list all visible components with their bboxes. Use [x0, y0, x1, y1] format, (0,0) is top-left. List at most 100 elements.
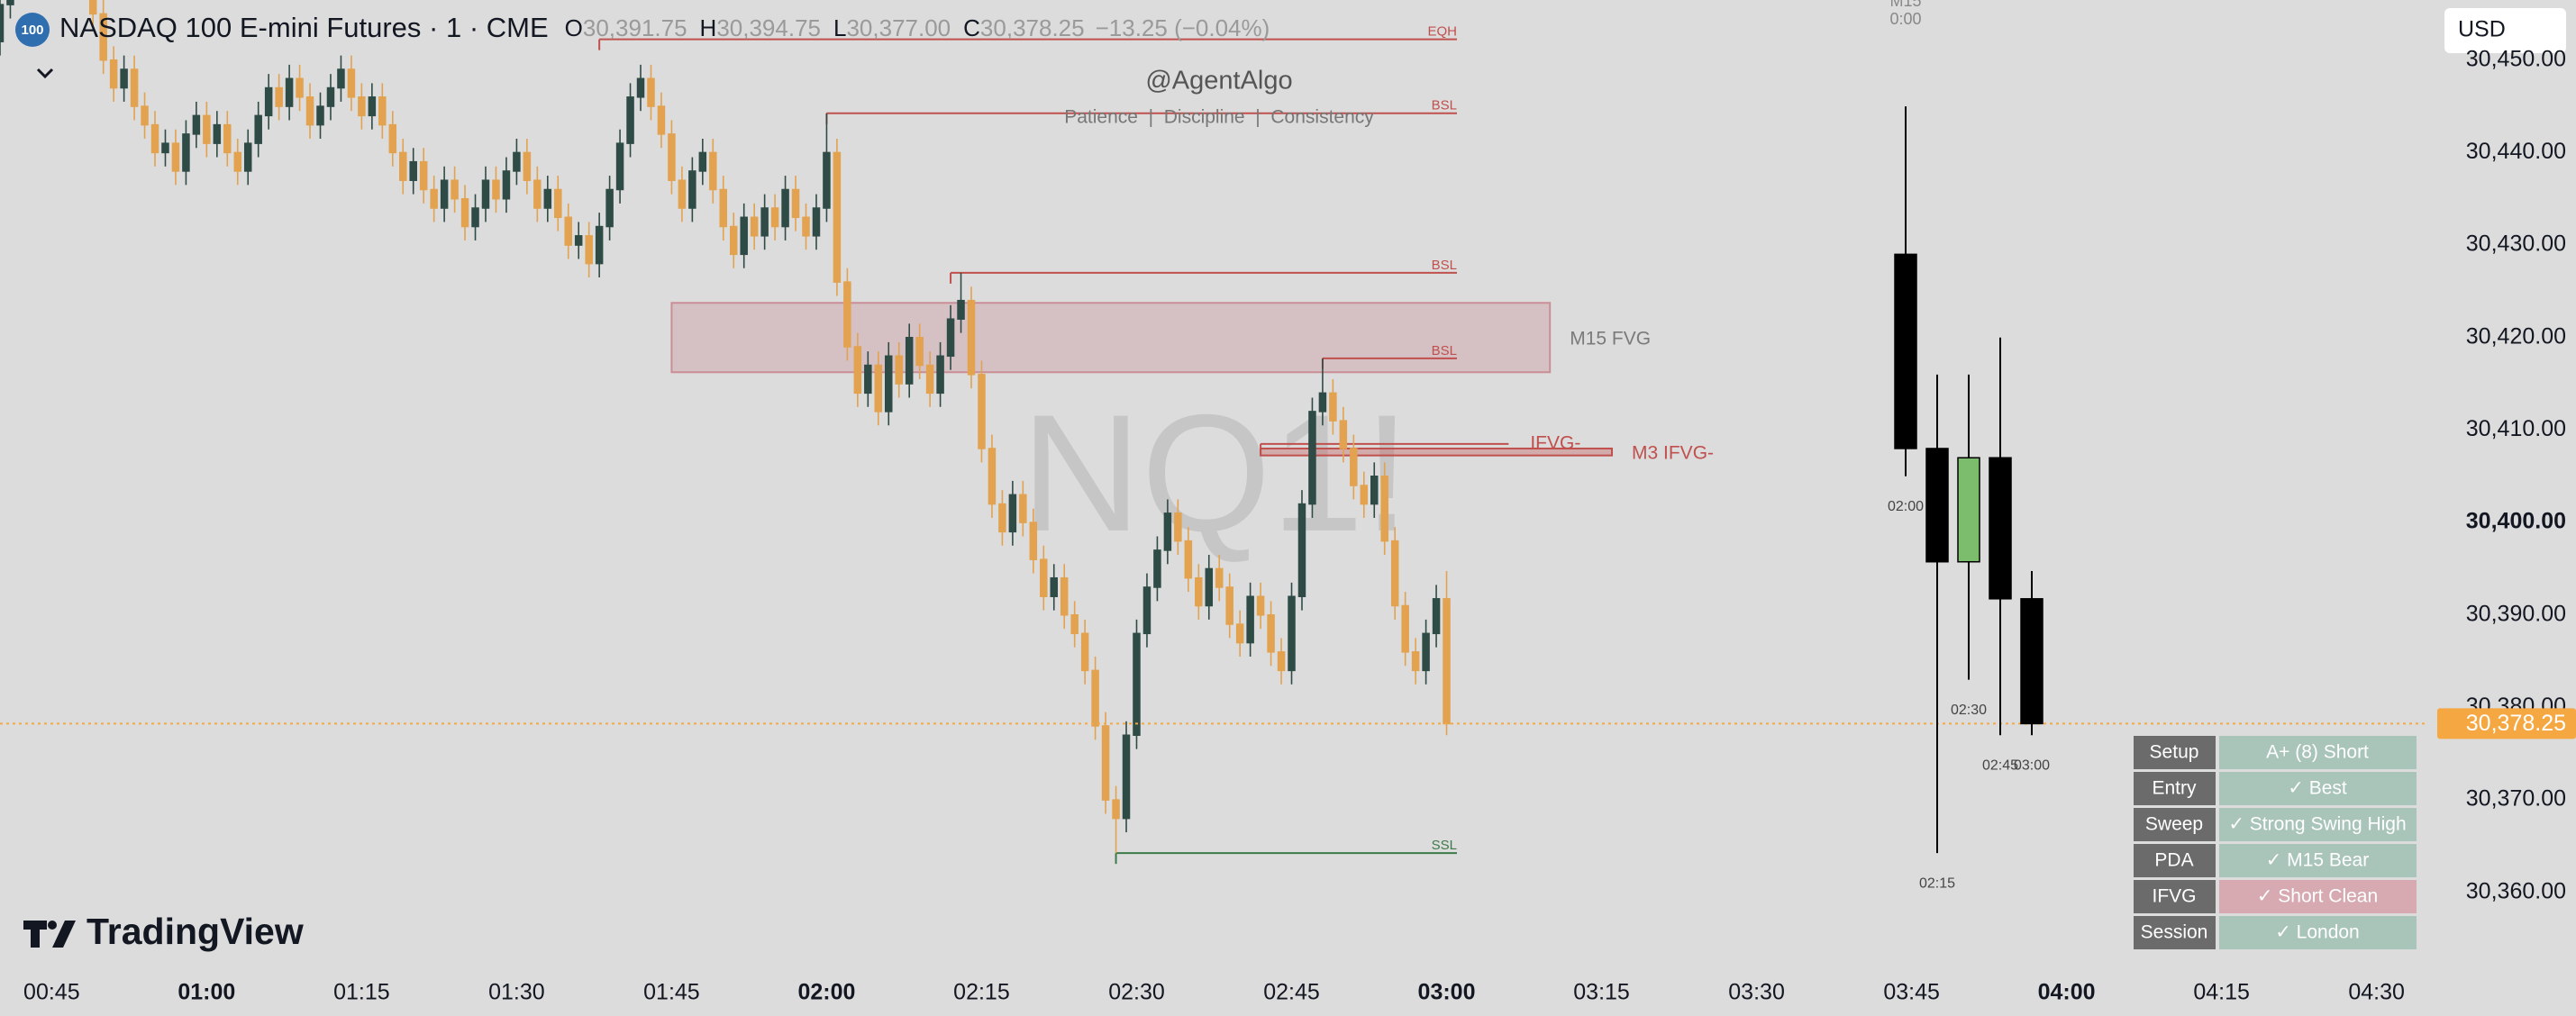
candle-body	[1989, 457, 2012, 600]
candle-body	[554, 188, 562, 219]
candle-body	[430, 188, 438, 209]
candle-body	[109, 59, 118, 89]
table-value: ✓ London	[2275, 922, 2360, 943]
currency[interactable]: USD	[2458, 17, 2506, 42]
candle-body	[223, 123, 232, 154]
candle-body	[698, 151, 707, 172]
candle-body	[1894, 253, 1917, 449]
candle-body	[1142, 586, 1151, 635]
candle-body	[1350, 448, 1358, 486]
candle-body	[833, 151, 842, 283]
candle-body	[1432, 598, 1441, 635]
candle-body	[0, 4, 5, 42]
candle-body	[678, 179, 687, 209]
candle-body	[1401, 604, 1409, 653]
x-tick-label: 03:45	[1883, 980, 1940, 1005]
candle-body	[905, 337, 914, 385]
candle-body	[615, 142, 624, 191]
candle-body	[1050, 576, 1058, 597]
candle-body	[254, 114, 262, 144]
table-key: Entry	[2152, 778, 2197, 799]
htf-time-label: 02:00	[1888, 499, 1924, 514]
candle-body	[533, 179, 542, 209]
htf-title: M15	[1889, 0, 1921, 10]
candle-body	[492, 179, 500, 200]
ohlc-value: 30,377.00	[846, 14, 951, 41]
candle-body	[409, 160, 417, 181]
x-tick-label: 03:00	[1418, 980, 1476, 1005]
candle-body	[925, 364, 934, 395]
candle-body	[192, 114, 201, 135]
candle-body	[750, 216, 759, 237]
candle-body	[595, 225, 604, 265]
level-label: BSL	[1432, 98, 1457, 113]
ohlc-value: 30,378.25	[980, 14, 1085, 41]
candle-body	[1411, 651, 1420, 672]
candle-body	[1360, 485, 1369, 505]
table-value: A+ (8) Short	[2266, 742, 2369, 763]
y-tick-label: 30,360.00	[2466, 878, 2566, 903]
candle-body	[1019, 494, 1027, 523]
candle-body	[388, 123, 397, 154]
candle-body	[358, 96, 366, 117]
x-tick-label: 02:15	[953, 980, 1010, 1005]
table-value-cell	[2219, 736, 2417, 769]
candle-body	[1246, 595, 1254, 644]
candle-body	[275, 86, 283, 107]
candle-body	[316, 105, 324, 126]
currency-box[interactable]	[2444, 8, 2566, 53]
candle-body	[1267, 614, 1275, 653]
ohlc-value: 30,391.75	[583, 14, 687, 41]
motto: Patience | Discipline | Consistency	[1064, 107, 1374, 128]
candle-body	[1318, 392, 1327, 413]
table-value: ✓ Strong Swing High	[2228, 814, 2406, 835]
candle-body	[668, 133, 676, 181]
plot-area: NQ1! M15 FVG M3 IFVG- EQH BSL BSL BSL SSL IFVG-	[0, 0, 2428, 865]
candle-body	[719, 188, 728, 228]
table-key: PDA	[2154, 850, 2193, 871]
candle-body	[885, 355, 893, 413]
watermark: NQ1!	[1021, 381, 1410, 567]
candle-body	[1256, 595, 1265, 616]
collapse-chevron[interactable]	[36, 68, 54, 79]
candle-body	[1070, 614, 1079, 635]
candle-body	[326, 86, 335, 107]
candle-body	[141, 105, 149, 126]
table-key: Sweep	[2145, 814, 2203, 835]
x-tick-label: 02:30	[1108, 980, 1165, 1005]
ohlc-key: C	[963, 14, 980, 41]
candle-body	[1091, 669, 1099, 727]
zone-label: M3 IFVG-	[1632, 442, 1714, 463]
symbol-badge[interactable]	[15, 13, 50, 47]
candle-body	[1174, 513, 1182, 542]
level-label: BSL	[1432, 258, 1457, 273]
candle-body	[998, 503, 1006, 533]
table-value-cell	[2219, 772, 2417, 805]
candle-body	[626, 96, 634, 144]
candle-body	[305, 96, 314, 126]
logo-text: TradingView	[86, 911, 304, 952]
candle-body	[120, 68, 128, 89]
candle-body	[182, 133, 190, 172]
candle-body	[296, 77, 304, 98]
candle-body	[1370, 476, 1379, 505]
tradingview-logo	[23, 921, 76, 948]
candle-body	[481, 179, 490, 209]
candle-body	[1380, 476, 1388, 542]
candle-body	[1925, 448, 1949, 563]
candle-body	[1390, 540, 1399, 607]
candle-body	[460, 197, 469, 228]
candle-body	[853, 346, 862, 395]
candle-body	[440, 179, 449, 209]
candle-body	[1277, 651, 1286, 672]
candle-body	[1008, 494, 1017, 533]
candle-body	[1339, 420, 1348, 449]
level-label: BSL	[1432, 343, 1457, 358]
candle-body	[585, 235, 593, 265]
candle-body	[843, 281, 851, 348]
candle-body	[451, 179, 459, 200]
candle-body	[915, 337, 924, 367]
candle-body	[1029, 522, 1038, 560]
candle-body	[740, 216, 748, 256]
